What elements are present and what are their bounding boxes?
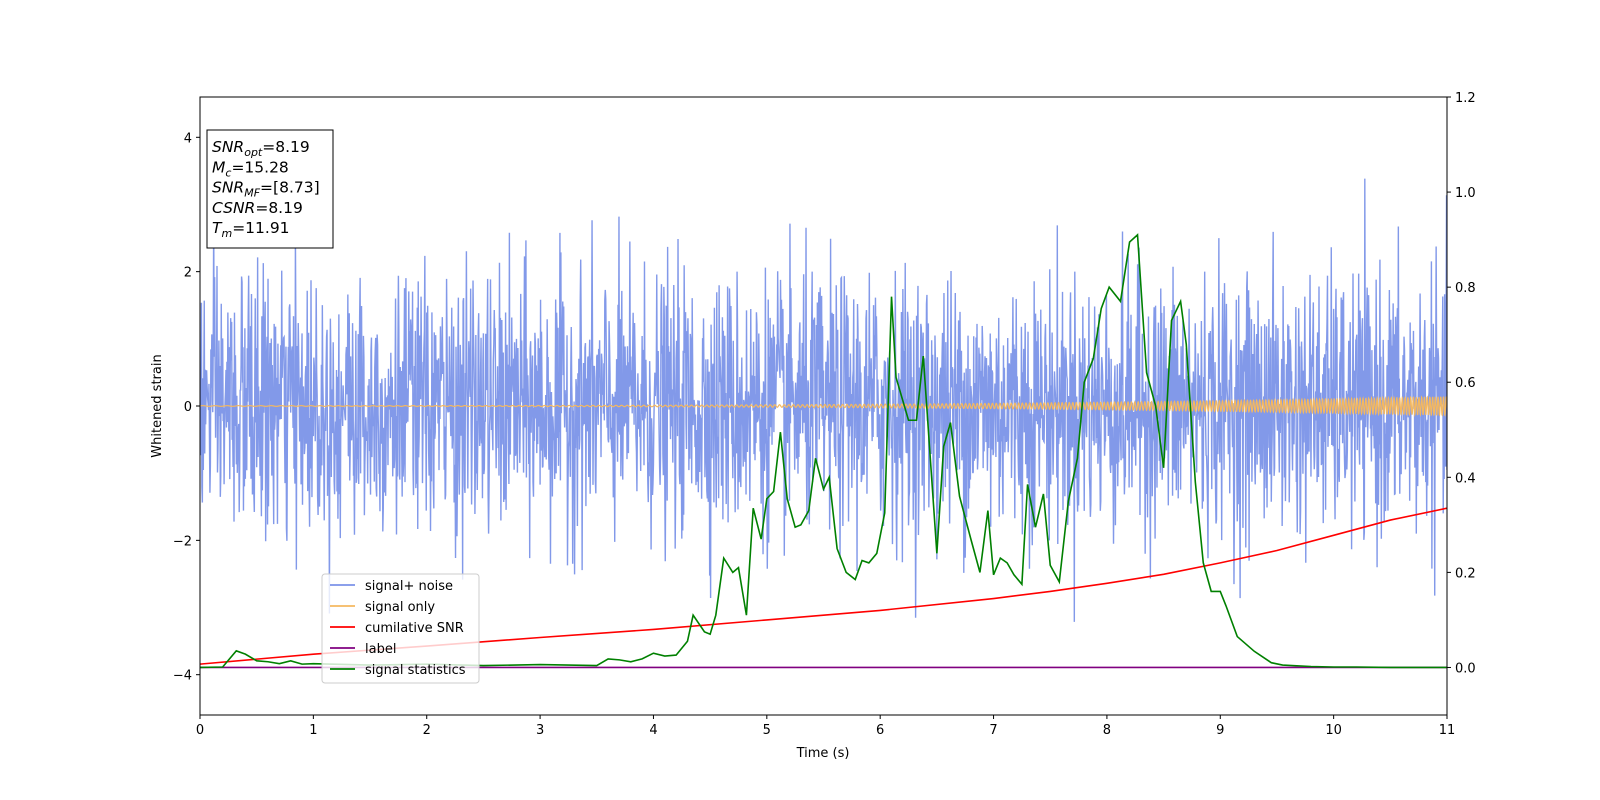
y-right-tick-label: 1.2 (1455, 91, 1476, 106)
legend-label: signal+ noise (365, 579, 453, 594)
info-line: SNRopt=8.19 (212, 138, 310, 159)
y-right-tick-label: 0.2 (1455, 566, 1476, 581)
legend-frame (321, 573, 480, 684)
series-signal-statistics-line (200, 233, 1447, 669)
x-tick-label: 10 (1325, 723, 1342, 738)
x-axis: 0 1 2 3 4 5 6 7 8 9 10 11 (196, 715, 1455, 738)
y-right-tick-label: 0.8 (1455, 281, 1476, 296)
x-tick-label: 6 (876, 723, 884, 738)
x-axis-label: Time (s) (796, 746, 850, 761)
x-tick-label: 7 (989, 723, 997, 738)
y-right-tick-label: 0.6 (1455, 376, 1476, 391)
info-box-frame (206, 129, 334, 249)
x-tick-label: 2 (423, 723, 431, 738)
legend-label: cumilative SNR (365, 621, 464, 636)
x-tick-label: 5 (763, 723, 771, 738)
series-cumulative-snr-line (200, 507, 1447, 665)
info-line: Mc=15.28 (212, 158, 289, 179)
x-tick-label: 9 (1216, 723, 1224, 738)
legend-label: label (365, 642, 396, 657)
y-left-tick-label: −4 (173, 669, 192, 684)
info-line: Tm=11.91 (212, 219, 290, 240)
x-tick-label: 1 (309, 723, 317, 738)
y-axis-label-left: Whitened strain (150, 354, 165, 457)
y-left-tick-label: −2 (173, 534, 192, 549)
legend-label: signal only (365, 600, 435, 615)
legend-label: signal statistics (365, 663, 466, 678)
x-tick-label: 8 (1103, 723, 1111, 738)
series-signal-noise-line (200, 178, 1447, 622)
x-tick-label: 4 (649, 723, 657, 738)
info-line: CSNR=8.19 (212, 199, 303, 217)
series-signal-only-line (200, 395, 1447, 417)
y-axis-left: 4 2 0 −2 −4 (173, 131, 200, 684)
y-left-tick-label: 4 (184, 131, 192, 146)
y-right-tick-label: 0.4 (1455, 471, 1476, 486)
x-tick-label: 3 (536, 723, 544, 738)
y-left-tick-label: 2 (184, 266, 192, 281)
y-right-tick-label: 1.0 (1455, 186, 1476, 201)
legend: signal+ noise signal only cumilative SNR la… (321, 573, 480, 684)
x-tick-label: 0 (196, 723, 204, 738)
x-tick-label: 11 (1439, 723, 1456, 738)
info-box: SNRopt=8.19Mc=15.28SNRMF=[8.73]CSNR=8.19… (206, 129, 334, 249)
y-right-tick-label: 0.0 (1455, 661, 1476, 676)
info-line: SNRMF=[8.73] (212, 179, 320, 200)
y-axis-right: 1.2 1.0 0.8 0.6 0.4 0.2 0.0 (1447, 91, 1476, 676)
y-left-tick-label: 0 (184, 400, 192, 415)
